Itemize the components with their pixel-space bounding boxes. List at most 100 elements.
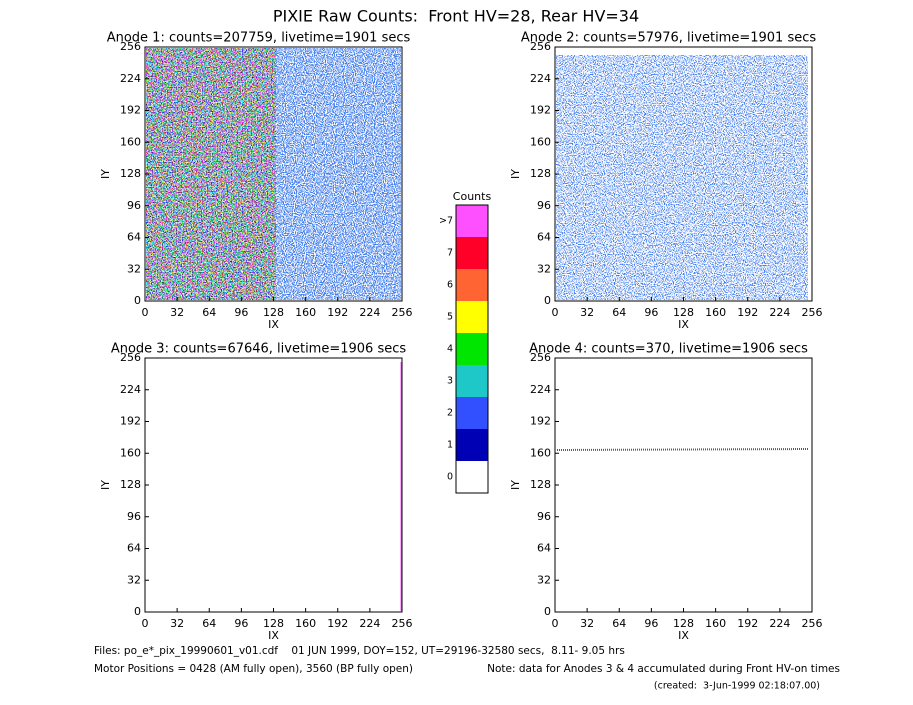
y-tick-label: 160: [530, 135, 551, 148]
x-axis-label: IX: [678, 629, 689, 642]
x-tick-label: 256: [392, 306, 413, 319]
x-tick-label: 160: [705, 617, 726, 630]
x-tick-label: 128: [263, 306, 284, 319]
x-tick-label: 0: [142, 306, 149, 319]
x-tick-label: 160: [705, 306, 726, 319]
x-tick-label: 224: [769, 306, 790, 319]
x-tick-label: 64: [202, 617, 216, 630]
x-tick-label: 256: [802, 617, 823, 630]
footer-files: Files: po_e*_pix_19990601_v01.cdf 01 JUN…: [94, 645, 625, 657]
x-tick-label: 160: [295, 306, 316, 319]
y-tick-label: 64: [537, 231, 551, 244]
y-tick-label: 0: [134, 605, 141, 618]
colorbar-label: 5: [447, 312, 453, 323]
y-tick-label: 160: [120, 446, 141, 459]
y-tick-label: 224: [530, 72, 551, 85]
y-tick-label: 0: [544, 294, 551, 307]
x-tick-label: 96: [644, 306, 658, 319]
colorbar-label: 2: [447, 408, 453, 419]
x-tick-label: 32: [580, 306, 594, 319]
x-tick-label: 0: [552, 306, 559, 319]
colorbar-swatch: [456, 301, 488, 333]
footer-note: Note: data for Anodes 3 & 4 accumulated …: [487, 663, 840, 675]
colorbar-label: 1: [447, 440, 453, 451]
x-tick-label: 128: [263, 617, 284, 630]
y-tick-label: 224: [530, 383, 551, 396]
colorbar-label: 3: [447, 376, 453, 387]
x-tick-label: 192: [327, 617, 348, 630]
x-axis-label: IX: [678, 318, 689, 331]
x-axis-label: IX: [268, 629, 279, 642]
x-tick-label: 0: [552, 617, 559, 630]
y-tick-label: 224: [120, 72, 141, 85]
y-axis-label: IY: [509, 169, 522, 179]
colorbar-swatch: [456, 269, 488, 301]
x-tick-label: 32: [580, 617, 594, 630]
colorbar-label: >7: [439, 216, 453, 227]
y-tick-label: 128: [120, 478, 141, 491]
y-tick-label: 128: [530, 167, 551, 180]
y-tick-label: 256: [530, 351, 551, 364]
y-tick-label: 96: [537, 510, 551, 523]
y-tick-label: 192: [120, 415, 141, 428]
y-tick-label: 32: [127, 573, 141, 586]
x-tick-label: 32: [170, 617, 184, 630]
x-tick-label: 192: [737, 617, 758, 630]
plot-frame: [144, 357, 403, 613]
y-tick-label: 192: [530, 104, 551, 117]
footer-motor: Motor Positions = 0428 (AM fully open), …: [94, 663, 413, 675]
colorbar-swatch: [456, 365, 488, 397]
y-axis-label: IY: [99, 169, 112, 179]
colorbar-label: 6: [447, 280, 453, 291]
y-tick-label: 256: [120, 351, 141, 364]
y-tick-label: 32: [537, 573, 551, 586]
colorbar-title: Counts: [453, 190, 492, 203]
y-tick-label: 160: [530, 446, 551, 459]
x-tick-label: 256: [392, 617, 413, 630]
panel-title: Anode 1: counts=207759, livetime=1901 se…: [107, 31, 411, 46]
footer-created: (created: 3-Jun-1999 02:18:07.00): [654, 681, 820, 692]
y-tick-label: 96: [127, 199, 141, 212]
x-tick-label: 128: [673, 617, 694, 630]
y-tick-label: 32: [537, 262, 551, 275]
x-tick-label: 128: [673, 306, 694, 319]
y-tick-label: 256: [530, 40, 551, 53]
x-tick-label: 0: [142, 617, 149, 630]
colorbar-frame: [455, 204, 489, 494]
plot-frame: [554, 357, 813, 613]
y-tick-label: 128: [530, 478, 551, 491]
figure-title: PIXIE Raw Counts: Front HV=28, Rear HV=3…: [273, 7, 639, 26]
x-tick-label: 160: [295, 617, 316, 630]
y-axis-label: IY: [99, 480, 112, 490]
x-tick-label: 224: [769, 617, 790, 630]
y-tick-label: 0: [134, 294, 141, 307]
y-tick-label: 32: [127, 262, 141, 275]
x-tick-label: 256: [802, 306, 823, 319]
x-tick-label: 96: [644, 617, 658, 630]
colorbar-swatch: [456, 333, 488, 365]
x-tick-label: 224: [359, 617, 380, 630]
x-tick-label: 64: [612, 306, 626, 319]
colorbar-label: 7: [447, 248, 453, 259]
y-axis-label: IY: [509, 480, 522, 490]
y-tick-label: 0: [544, 605, 551, 618]
panel-title: Anode 3: counts=67646, livetime=1906 sec…: [111, 342, 407, 357]
y-tick-label: 192: [530, 415, 551, 428]
x-tick-label: 224: [359, 306, 380, 319]
x-tick-label: 64: [202, 306, 216, 319]
colorbar-swatch: [456, 205, 488, 237]
x-tick-label: 192: [327, 306, 348, 319]
y-tick-label: 64: [537, 542, 551, 555]
x-tick-label: 32: [170, 306, 184, 319]
y-tick-label: 96: [537, 199, 551, 212]
colorbar-label: 0: [447, 472, 453, 483]
colorbar-swatch: [456, 429, 488, 461]
colorbar-swatch: [456, 397, 488, 429]
y-tick-label: 64: [127, 231, 141, 244]
y-tick-label: 64: [127, 542, 141, 555]
x-axis-label: IX: [268, 318, 279, 331]
panel-title: Anode 2: counts=57976, livetime=1901 sec…: [521, 31, 817, 46]
y-tick-label: 96: [127, 510, 141, 523]
